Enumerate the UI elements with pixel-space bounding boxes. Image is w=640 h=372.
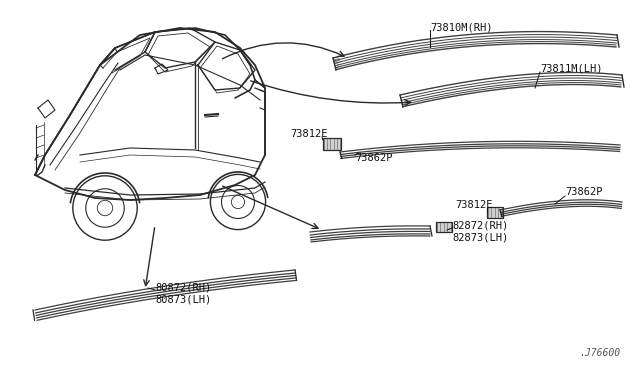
- Text: 73811M(LH): 73811M(LH): [540, 63, 602, 73]
- Text: 82873(LH): 82873(LH): [452, 232, 508, 242]
- Text: 73812E: 73812E: [290, 129, 328, 139]
- Text: 82872(RH): 82872(RH): [452, 220, 508, 230]
- Text: 73862P: 73862P: [565, 187, 602, 197]
- Text: 80873(LH): 80873(LH): [155, 295, 211, 305]
- Text: .J76600: .J76600: [579, 348, 620, 358]
- Text: 73812E: 73812E: [455, 200, 493, 210]
- Text: 73810M(RH): 73810M(RH): [430, 22, 493, 32]
- Bar: [323, 138, 341, 150]
- Text: 80872(RH): 80872(RH): [155, 283, 211, 293]
- Bar: [487, 207, 503, 218]
- Bar: [436, 222, 452, 232]
- Text: 73862P: 73862P: [355, 153, 392, 163]
